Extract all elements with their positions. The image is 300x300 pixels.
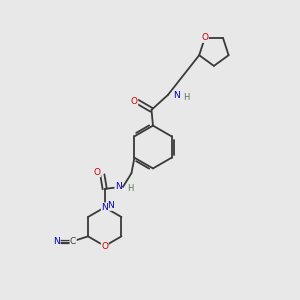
Text: N: N <box>115 182 122 191</box>
Text: O: O <box>94 168 100 177</box>
Text: O: O <box>101 242 108 250</box>
Text: O: O <box>131 97 138 106</box>
Text: N: N <box>53 237 60 246</box>
Text: C: C <box>70 237 76 246</box>
Text: N: N <box>101 203 108 212</box>
Text: N: N <box>107 201 113 210</box>
Text: O: O <box>201 33 208 42</box>
Text: N: N <box>173 91 180 100</box>
Text: H: H <box>128 184 134 193</box>
Text: H: H <box>183 93 190 102</box>
